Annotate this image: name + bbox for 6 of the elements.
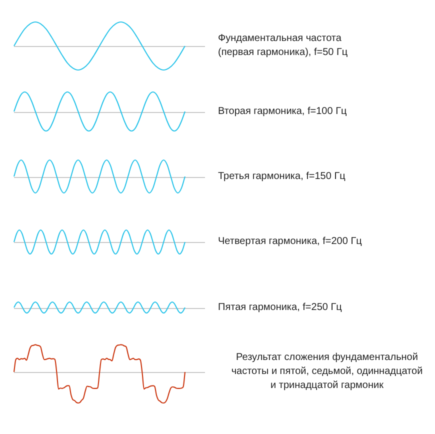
text: Пятая гармоника, f=250 Гц <box>218 300 343 314</box>
text: Четвертая гармоника, f=200 Гц <box>218 235 363 249</box>
text: Третья гармоника, f=150 Гц <box>218 170 346 184</box>
text: Вторая гармоника, f=100 Гц <box>218 104 348 118</box>
text: Результат сложения фундаментальной частоты и пятой, седьмой, одиннадцатой и тринадцатой гармоник <box>230 351 424 393</box>
text: Фундаментальная частота (первая гармоника), f=50 Гц <box>218 32 349 60</box>
